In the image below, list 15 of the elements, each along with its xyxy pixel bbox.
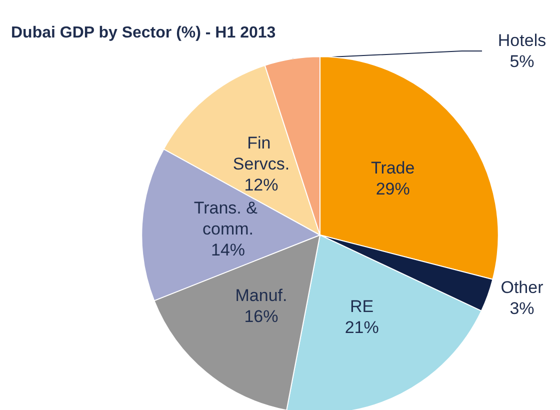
data-label: 16% (244, 307, 278, 326)
slice-label: Manuf. (235, 286, 288, 306)
data-label: 12% (244, 175, 278, 194)
slice-label: Trans. & comm. (194, 198, 262, 239)
slice-label: Trade (370, 158, 415, 178)
data-label: 29% (376, 180, 410, 199)
data-label: 3% (510, 299, 534, 318)
slice-label: Hotels (498, 30, 546, 50)
chart-title: Dubai GDP by Sector (%) - H1 2013 (11, 24, 276, 42)
slice-label: Other (500, 278, 544, 298)
data-label: 21% (344, 318, 379, 338)
data-label: 5% (510, 52, 534, 71)
slice-label: Fin Servcs. (232, 133, 290, 174)
slice-label: RE (350, 297, 374, 316)
data-label: 14% (210, 240, 246, 260)
